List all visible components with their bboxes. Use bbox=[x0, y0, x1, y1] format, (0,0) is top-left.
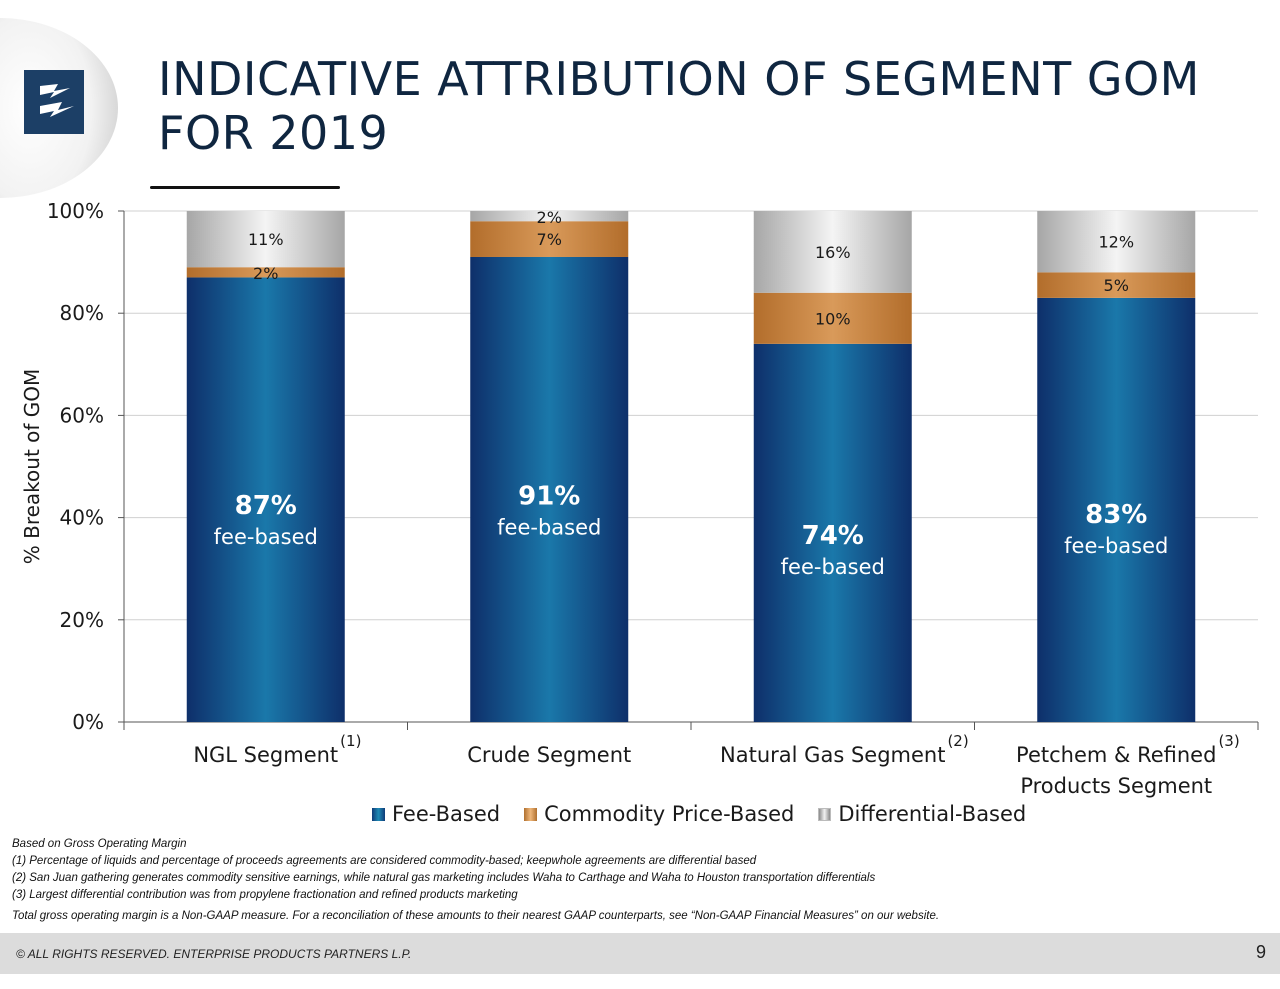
footnote-2: (2) San Juan gathering generates commodi… bbox=[12, 872, 876, 884]
bar-segment bbox=[470, 256, 629, 722]
bar-segment bbox=[186, 277, 345, 722]
differential-percent-label: 16% bbox=[815, 243, 851, 262]
y-axis-label: % Breakout of GOM bbox=[20, 369, 44, 565]
bar-segment bbox=[1037, 272, 1196, 298]
fee-percent-label: 87% bbox=[235, 491, 297, 521]
bar-segment bbox=[186, 211, 345, 268]
legend-item: Differential-Based bbox=[818, 802, 1026, 826]
bar-segment bbox=[1037, 211, 1196, 273]
y-tick-label: 20% bbox=[60, 608, 104, 632]
lightning-icon bbox=[40, 84, 74, 117]
legend-swatch bbox=[372, 807, 385, 821]
fee-percent-label: 91% bbox=[518, 482, 580, 512]
x-category-label: Petchem & Refined bbox=[1016, 743, 1216, 767]
fee-caption: fee-based bbox=[1064, 534, 1168, 558]
y-tick-label: 100% bbox=[47, 199, 104, 223]
bar-segment bbox=[186, 267, 345, 278]
commodity-percent-label: 5% bbox=[1104, 276, 1129, 295]
x-category-label: Products Segment bbox=[1020, 774, 1212, 798]
bar-segment bbox=[753, 292, 912, 344]
stacked-bar-chart: 0% 20% 40% 60% 80% 100% % Breakout of GOM 87% fe… bbox=[20, 199, 1259, 798]
differential-percent-label: 12% bbox=[1098, 233, 1134, 252]
logo-square bbox=[24, 70, 84, 134]
copyright-text: © ALL RIGHTS RESERVED. ENTERPRISE PRODUC… bbox=[16, 947, 412, 961]
legend-label: Differential-Based bbox=[838, 802, 1027, 826]
page-number: 9 bbox=[1255, 942, 1266, 962]
x-category-footnote-marker: (3) bbox=[1218, 732, 1239, 750]
x-category-footnote-marker: (1) bbox=[340, 732, 361, 750]
x-category-label: NGL Segment bbox=[193, 743, 338, 767]
y-tick-label: 60% bbox=[60, 403, 104, 427]
footer-bar: © ALL RIGHTS RESERVED. ENTERPRISE PRODUC… bbox=[0, 933, 1280, 974]
basis-note: Based on Gross Operating Margin bbox=[12, 838, 187, 850]
legend-label: Commodity Price-Based bbox=[544, 802, 795, 826]
chart-legend: Fee-Based Commodity Price-Based Differenti… bbox=[372, 802, 1026, 826]
y-tick-label: 40% bbox=[60, 506, 104, 530]
y-tick-label: 0% bbox=[72, 710, 104, 734]
footnote-3: (3) Largest differential contribution wa… bbox=[12, 889, 518, 901]
footnote-1: (1) Percentage of liquids and percentage… bbox=[12, 855, 757, 867]
footnotes: Based on Gross Operating Margin (1) Perc… bbox=[12, 836, 1262, 925]
commodity-percent-label: 2% bbox=[253, 264, 278, 283]
x-category-footnote-marker: (2) bbox=[947, 732, 968, 750]
differential-percent-label: 11% bbox=[248, 230, 284, 249]
legend-swatch bbox=[524, 807, 538, 821]
fee-caption: fee-based bbox=[214, 525, 318, 549]
commodity-percent-label: 10% bbox=[815, 309, 851, 328]
bar-segment bbox=[1037, 297, 1196, 722]
page-title: INDICATIVE ATTRIBUTION OF SEGMENT GOM FO… bbox=[158, 52, 1200, 160]
x-category-label: Natural Gas Segment bbox=[720, 743, 945, 767]
bar-segment bbox=[470, 221, 629, 257]
bar-segment bbox=[753, 211, 912, 293]
fee-caption: fee-based bbox=[781, 555, 885, 579]
legend-item: Commodity Price-Based bbox=[524, 802, 794, 826]
title-underline bbox=[150, 186, 340, 189]
bar-segment bbox=[753, 343, 912, 722]
bar-segment bbox=[470, 211, 629, 222]
legend-item: Fee-Based bbox=[372, 802, 500, 826]
y-tick-label: 80% bbox=[60, 301, 104, 325]
legend-label: Fee-Based bbox=[392, 802, 501, 826]
legend-swatch bbox=[818, 807, 832, 821]
fee-percent-label: 83% bbox=[1085, 500, 1147, 530]
fee-percent-label: 74% bbox=[802, 521, 864, 551]
differential-percent-label: 2% bbox=[537, 208, 562, 227]
x-category-label: Crude Segment bbox=[467, 743, 631, 767]
commodity-percent-label: 7% bbox=[537, 230, 562, 249]
non-gaap-note: Total gross operating margin is a Non-GA… bbox=[12, 910, 940, 922]
company-logo bbox=[0, 18, 118, 198]
fee-caption: fee-based bbox=[497, 516, 601, 540]
